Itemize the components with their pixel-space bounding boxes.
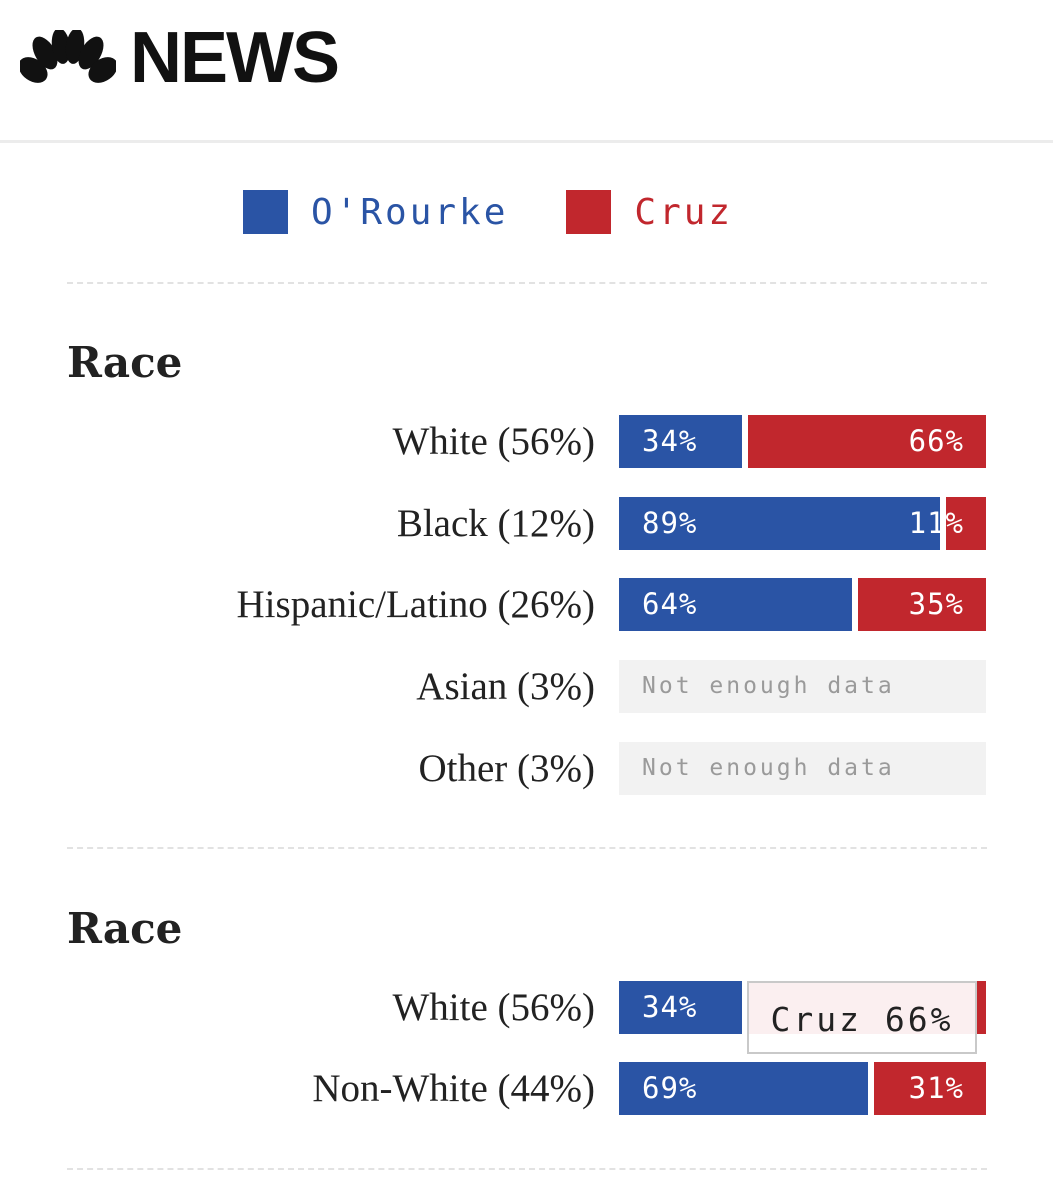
bar-value-label-orourke: 89% (642, 506, 698, 540)
row-label-non-white: Non-White (44%) (312, 1067, 595, 1110)
legend-item-orourke: O'Rourke (243, 190, 508, 234)
bar-segment-orourke[interactable] (619, 578, 852, 631)
bar-value-label-cruz: 35% (908, 587, 964, 621)
legend-swatch-orourke (243, 190, 288, 234)
bar-value-label-orourke: 34% (642, 990, 698, 1024)
section-title-race-2: Race (67, 904, 183, 953)
bar-segment-cruz[interactable] (874, 1062, 986, 1115)
row-label-white-2: White (56%) (392, 986, 595, 1029)
bar-tooltip: Cruz 66% (747, 981, 977, 1054)
legend-label-cruz: Cruz (634, 191, 734, 233)
bar-segment-orourke[interactable] (619, 415, 742, 468)
section-title-race: Race (67, 338, 183, 387)
bar-segment-orourke[interactable] (619, 497, 940, 550)
nodata-bar-asian: Not enough data (619, 660, 986, 713)
row-label-other: Other (3%) (418, 747, 595, 790)
divider (67, 847, 987, 849)
legend-item-cruz: Cruz (566, 190, 733, 234)
row-label-hispanic-latino: Hispanic/Latino (26%) (236, 583, 595, 626)
row-label-asian: Asian (3%) (416, 665, 595, 708)
bar-value-label-cruz: 31% (908, 1071, 964, 1105)
legend-swatch-cruz (566, 190, 612, 234)
header: NEWS (0, 0, 1053, 143)
bar-row-hispanic-latino[interactable]: 64% 35% (619, 578, 986, 631)
nodata-bar-other: Not enough data (619, 742, 986, 795)
divider (67, 282, 987, 284)
bar-value-label-cruz: 11% (908, 506, 964, 540)
bar-value-label-orourke: 34% (642, 424, 698, 458)
bar-segment-cruz[interactable] (858, 578, 986, 631)
legend: O'Rourke Cruz (243, 190, 791, 234)
row-label-white: White (56%) (392, 420, 595, 463)
bar-segment-cruz[interactable] (748, 415, 986, 468)
legend-label-orourke: O'Rourke (311, 191, 509, 233)
bar-row-non-white[interactable]: 69% 31% (619, 1062, 986, 1115)
brand-wordmark[interactable]: NEWS (130, 18, 340, 98)
bar-value-label-orourke: 69% (642, 1071, 698, 1105)
nodata-label: Not enough data (642, 755, 895, 781)
divider (67, 1168, 987, 1170)
nodata-label: Not enough data (642, 673, 895, 699)
bar-segment-orourke[interactable] (619, 981, 742, 1034)
nbc-peacock-icon (20, 30, 116, 83)
bar-row-white[interactable]: 34% 66% (619, 415, 986, 468)
bar-value-label-cruz: 66% (908, 424, 964, 458)
bar-segment-orourke[interactable] (619, 1062, 868, 1115)
bar-row-black[interactable]: 89% 11% (619, 497, 986, 550)
bar-value-label-orourke: 64% (642, 587, 698, 621)
bar-segment-cruz[interactable] (946, 497, 986, 550)
row-label-black: Black (12%) (396, 502, 595, 545)
